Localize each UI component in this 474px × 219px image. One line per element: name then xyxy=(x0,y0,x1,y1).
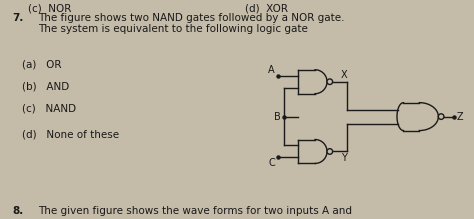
Text: The given figure shows the wave forms for two inputs A and: The given figure shows the wave forms fo… xyxy=(38,206,352,216)
Text: A: A xyxy=(268,65,275,75)
Text: (d)  XOR: (d) XOR xyxy=(245,4,288,14)
Circle shape xyxy=(327,79,333,85)
Text: C: C xyxy=(268,159,275,168)
Text: (c)   NAND: (c) NAND xyxy=(22,104,76,114)
Text: (b)   AND: (b) AND xyxy=(22,82,69,92)
Text: (d)   None of these: (d) None of these xyxy=(22,130,119,140)
Text: B: B xyxy=(274,112,281,122)
Text: X: X xyxy=(341,70,347,80)
Circle shape xyxy=(438,114,444,119)
Text: Y: Y xyxy=(341,154,346,163)
Text: The figure shows two NAND gates followed by a NOR gate.: The figure shows two NAND gates followed… xyxy=(38,13,345,23)
Text: 8.: 8. xyxy=(12,206,23,216)
Text: The system is equivalent to the following logic gate: The system is equivalent to the followin… xyxy=(38,24,308,34)
Text: 7.: 7. xyxy=(12,13,23,23)
Text: (a)   OR: (a) OR xyxy=(22,60,62,70)
Text: (c)  NOR: (c) NOR xyxy=(28,4,72,14)
Text: Z: Z xyxy=(457,112,464,122)
Circle shape xyxy=(327,149,333,154)
